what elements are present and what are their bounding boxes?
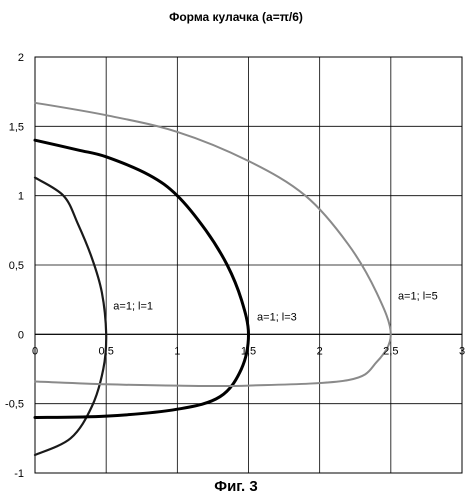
series-line-2 [35, 140, 249, 417]
y-tick-label: 1 [18, 191, 24, 203]
x-tick-label: 2,5 [383, 345, 398, 357]
curve-label-3: a=1; l=5 [398, 291, 438, 303]
x-tick-label: 2 [317, 345, 323, 357]
y-tick-label: -0,5 [5, 399, 24, 411]
figure-caption: Фиг. 3 [0, 478, 472, 495]
x-tick-label: 1 [174, 345, 180, 357]
y-tick-label: 0,5 [9, 260, 24, 272]
x-tick-label: 1,5 [241, 345, 256, 357]
series-line-3 [35, 103, 391, 386]
x-tick-label: 3 [459, 345, 465, 357]
curve-label-2: a=1; l=3 [257, 311, 297, 323]
y-tick-label: 2 [18, 52, 24, 64]
series-line-1 [35, 178, 106, 455]
series-layer [35, 103, 391, 455]
y-tick-label: 1,5 [9, 121, 24, 133]
y-tick-label: 0 [18, 329, 24, 341]
x-tick-label: 0,5 [99, 345, 114, 357]
curve-label-1: a=1; l=1 [113, 300, 153, 312]
grid-layer [35, 57, 462, 473]
x-tick-label: 0 [32, 345, 38, 357]
label-layer: a=1; l=1 a=1; l=3 a=1; l=5 [113, 291, 437, 324]
